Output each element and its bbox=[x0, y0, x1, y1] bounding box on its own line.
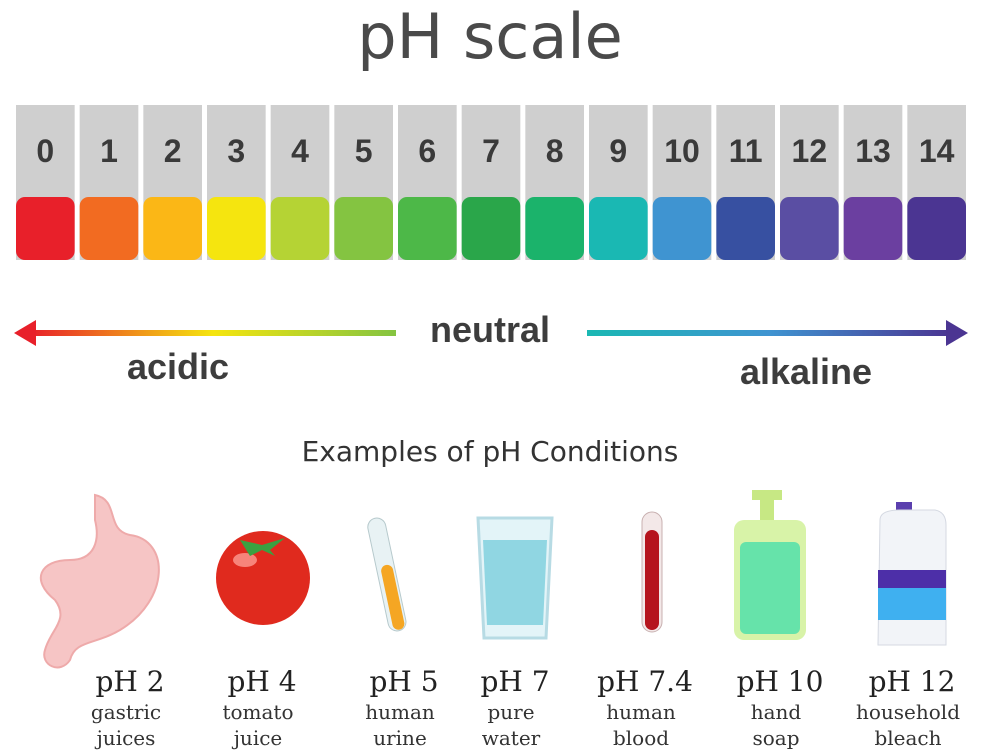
example-name: water bbox=[482, 726, 541, 750]
example-name: human bbox=[365, 700, 435, 724]
scale-number: 1 bbox=[100, 133, 118, 169]
scale-number: 13 bbox=[855, 133, 891, 169]
example-name: urine bbox=[373, 726, 427, 750]
tube-liquid bbox=[381, 564, 405, 630]
soap-liquid bbox=[740, 542, 800, 634]
scale-color bbox=[525, 197, 584, 260]
example-ph: pH 7.4 bbox=[597, 665, 693, 698]
scale-color bbox=[334, 197, 393, 260]
arrow bbox=[14, 320, 968, 346]
scale-color bbox=[843, 197, 903, 260]
example-name: gastric bbox=[91, 700, 161, 724]
stomach-icon bbox=[39, 493, 160, 669]
arrow-right-bar bbox=[587, 330, 951, 336]
scale-number: 0 bbox=[36, 133, 54, 169]
scale-color bbox=[16, 197, 75, 260]
scale-color bbox=[79, 197, 139, 260]
scale-number: 2 bbox=[164, 133, 182, 169]
scale-color bbox=[907, 197, 966, 260]
arrow-right-head bbox=[946, 320, 968, 346]
example-name: juice bbox=[232, 726, 283, 750]
example-name: blood bbox=[613, 726, 669, 750]
example-ph: pH 4 bbox=[227, 665, 296, 698]
scale-color bbox=[589, 197, 648, 260]
acidic-label: acidic bbox=[127, 346, 229, 387]
example-name: juices bbox=[95, 726, 156, 750]
scale-color bbox=[461, 197, 521, 260]
neutral-label: neutral bbox=[430, 309, 550, 350]
example-name: tomato bbox=[222, 700, 293, 724]
example-name: pure bbox=[487, 700, 534, 724]
scale-color bbox=[270, 197, 330, 260]
tomato-leaf bbox=[240, 538, 285, 556]
blood-liquid bbox=[645, 530, 659, 630]
example-ph: pH 5 bbox=[369, 665, 438, 698]
scale-number: 7 bbox=[482, 133, 500, 169]
example-name: human bbox=[606, 700, 676, 724]
scale-color bbox=[716, 197, 775, 260]
scale-number: 9 bbox=[609, 133, 627, 169]
alkaline-label: alkaline bbox=[740, 351, 872, 392]
tomato-shine bbox=[233, 553, 257, 567]
example-ph: pH 10 bbox=[737, 665, 824, 698]
scale-number: 6 bbox=[418, 133, 436, 169]
scale: 0 1 2 3 4 5 6 7 8 9 10 11 12 13 14 bbox=[16, 105, 966, 260]
scale-color bbox=[780, 197, 839, 260]
example-ph: pH 7 bbox=[480, 665, 549, 698]
soap-pump bbox=[752, 490, 782, 500]
title: pH scale bbox=[357, 0, 622, 73]
scale-color bbox=[652, 197, 712, 260]
example-name: hand bbox=[751, 700, 802, 724]
scale-number: 12 bbox=[792, 133, 828, 169]
examples-title: Examples of pH Conditions bbox=[302, 435, 679, 468]
bleach-liquid bbox=[878, 588, 946, 620]
bleach-band bbox=[878, 570, 946, 588]
scale-number: 3 bbox=[227, 133, 245, 169]
scale-number: 8 bbox=[546, 133, 564, 169]
arrow-left-bar bbox=[30, 330, 396, 336]
example-ph: pH 12 bbox=[869, 665, 956, 698]
example-name: household bbox=[856, 700, 960, 724]
scale-number: 11 bbox=[729, 133, 763, 169]
example-ph: pH 2 bbox=[95, 665, 164, 698]
scale-number: 14 bbox=[919, 133, 955, 169]
glass-water bbox=[483, 540, 547, 625]
soap-neck bbox=[760, 500, 774, 522]
example-name: bleach bbox=[874, 726, 941, 750]
scale-color bbox=[143, 197, 202, 260]
scale-color bbox=[207, 197, 266, 260]
example-name: soap bbox=[752, 726, 799, 750]
icons bbox=[39, 490, 947, 669]
scale-number: 4 bbox=[291, 133, 309, 169]
arrow-left-head bbox=[14, 320, 36, 346]
scale-number: 5 bbox=[355, 133, 373, 169]
scale-color bbox=[398, 197, 457, 260]
scale-number: 10 bbox=[664, 133, 700, 169]
